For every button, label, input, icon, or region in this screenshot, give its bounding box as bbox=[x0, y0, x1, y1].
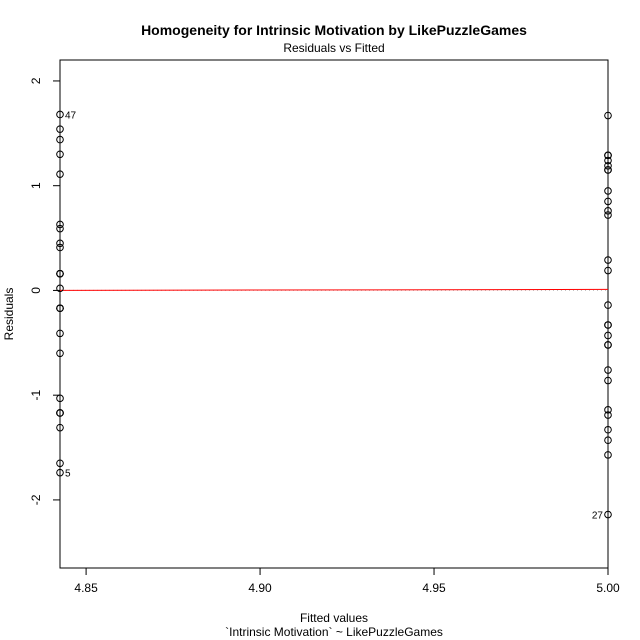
smooth-trend-line bbox=[59, 288, 609, 291]
residual-point bbox=[604, 331, 612, 340]
residual-point bbox=[56, 170, 64, 178]
y-tick-label: -2 bbox=[29, 494, 43, 505]
residual-point bbox=[604, 301, 612, 309]
residual-point bbox=[604, 366, 612, 374]
residual-point bbox=[56, 125, 64, 133]
residual-point bbox=[604, 451, 612, 459]
x-axis: 4.85 4.90 4.95 5.00 bbox=[74, 567, 620, 595]
residual-point bbox=[604, 436, 612, 445]
residual-point bbox=[56, 423, 64, 432]
x-tick-label: 4.85 bbox=[74, 581, 98, 595]
residual-point bbox=[56, 468, 64, 477]
point-id-label: 47 bbox=[65, 110, 77, 121]
residual-point bbox=[604, 425, 612, 434]
residual-point bbox=[56, 269, 64, 278]
x-axis-formula-label: `Intrinsic Motivation` ~ LikePuzzleGames bbox=[225, 625, 443, 639]
residual-point bbox=[604, 266, 612, 275]
x-tick-label: 5.00 bbox=[596, 581, 620, 595]
chart-title: Homogeneity for Intrinsic Motivation by … bbox=[141, 22, 527, 38]
residual-point bbox=[56, 220, 64, 229]
y-tick-label: 1 bbox=[29, 182, 43, 189]
residual-point bbox=[56, 304, 64, 313]
x-tick-label: 4.95 bbox=[422, 581, 446, 595]
residual-point bbox=[604, 411, 612, 419]
y-tick-label: -1 bbox=[29, 390, 43, 401]
residual-point bbox=[604, 341, 612, 349]
y-axis-label: Residuals bbox=[2, 288, 16, 341]
point-labels: 47 5 27 bbox=[65, 110, 603, 521]
residual-point bbox=[56, 409, 64, 417]
residual-point bbox=[604, 156, 612, 165]
residual-point bbox=[604, 376, 612, 385]
residual-point bbox=[604, 151, 612, 160]
x-tick-label: 4.90 bbox=[248, 581, 272, 595]
residual-point bbox=[604, 161, 612, 170]
residual-point bbox=[56, 394, 64, 403]
residual-point bbox=[604, 166, 612, 174]
residual-point bbox=[56, 150, 64, 159]
y-tick-label: 0 bbox=[29, 287, 43, 294]
chart-subtitle: Residuals vs Fitted bbox=[283, 41, 384, 55]
plot-frame bbox=[59, 59, 609, 569]
residual-point bbox=[56, 243, 64, 252]
residual-point bbox=[56, 224, 64, 233]
residual-point bbox=[604, 211, 612, 219]
residual-point bbox=[56, 349, 64, 358]
y-axis: -2 -1 0 1 2 bbox=[29, 77, 61, 505]
residual-point bbox=[604, 197, 612, 206]
residual-point bbox=[56, 239, 64, 248]
residual-point bbox=[604, 256, 612, 264]
residual-point bbox=[604, 111, 612, 120]
residual-point bbox=[604, 187, 612, 195]
point-id-label: 27 bbox=[592, 511, 604, 522]
x-axis-label: Fitted values bbox=[300, 611, 368, 625]
residual-point bbox=[604, 321, 612, 329]
residual-point bbox=[604, 510, 612, 519]
residual-point bbox=[604, 406, 612, 414]
point-id-label: 5 bbox=[65, 469, 71, 480]
residual-point bbox=[56, 459, 64, 468]
residual-point bbox=[56, 110, 64, 119]
residual-point bbox=[604, 207, 612, 215]
residual-point bbox=[56, 284, 64, 293]
residual-point bbox=[56, 329, 64, 338]
residual-point bbox=[56, 135, 64, 144]
y-tick-label: 2 bbox=[29, 77, 43, 84]
residual-points bbox=[56, 110, 612, 519]
